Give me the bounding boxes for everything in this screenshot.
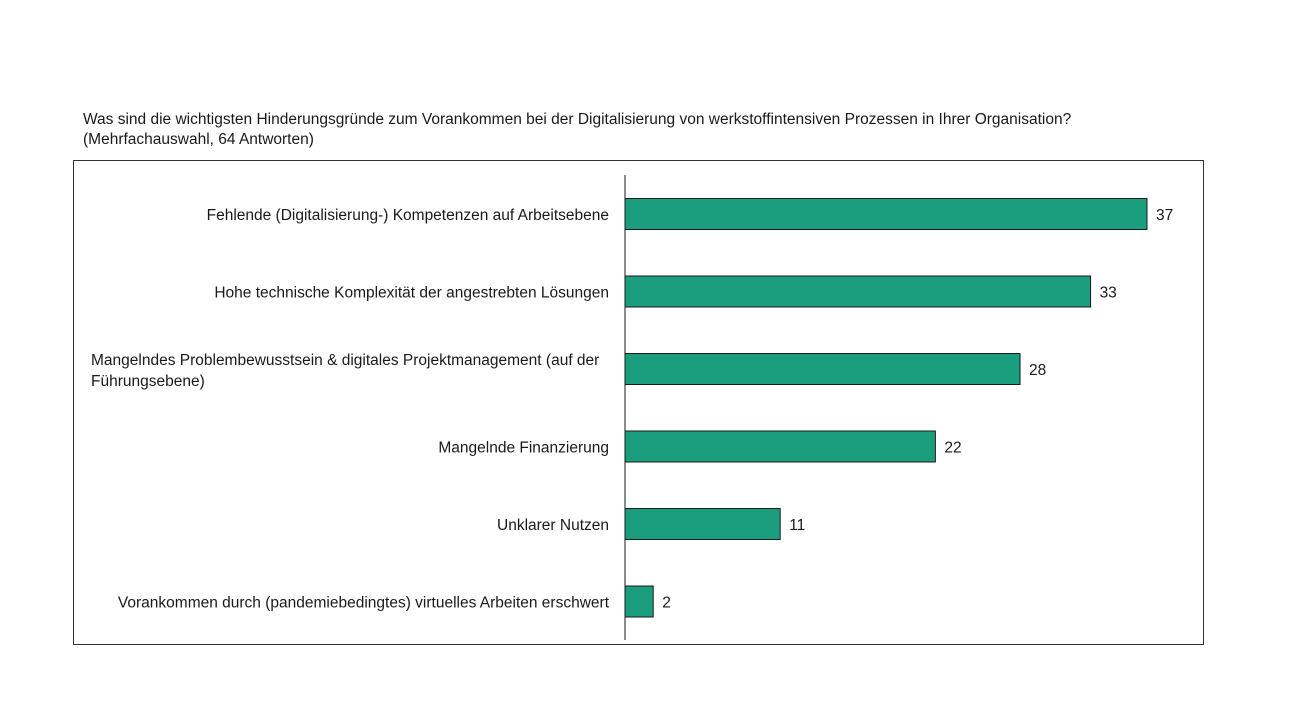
bar-3	[624, 430, 936, 463]
chart-frame	[73, 160, 1204, 645]
value-label-5: 2	[662, 595, 671, 612]
question-line-2: (Mehrfachauswahl, 64 Antworten)	[83, 131, 314, 148]
bar-2	[624, 353, 1021, 385]
category-label-0: Fehlende (Digitalisierung-) Kompetenzen …	[207, 207, 609, 224]
category-label-4: Unklarer Nutzen	[497, 517, 609, 534]
value-label-3: 22	[944, 440, 961, 457]
category-label-1: Hohe technische Komplexität der angestre…	[214, 285, 609, 302]
bar-0	[624, 198, 1148, 230]
value-label-2: 28	[1029, 362, 1046, 379]
value-label-1: 33	[1100, 285, 1117, 302]
value-label-0: 37	[1156, 207, 1173, 224]
value-label-4: 11	[789, 517, 805, 534]
category-label-2-line-1: Führungsebene)	[91, 373, 205, 390]
bar-1	[624, 275, 1092, 308]
category-label-5: Vorankommen durch (pandemiebedingtes) vi…	[118, 595, 610, 612]
bar-5	[624, 585, 654, 618]
bar-4	[624, 508, 781, 540]
question-line-1: Was sind die wichtigsten Hinderungsgründ…	[83, 111, 1072, 128]
category-label-2-line-0: Mangelndes Problembewusstsein & digitale…	[91, 352, 599, 369]
category-label-3: Mangelnde Finanzierung	[438, 440, 609, 457]
chart-question: Was sind die wichtigsten Hinderungsgründ…	[83, 110, 1233, 150]
